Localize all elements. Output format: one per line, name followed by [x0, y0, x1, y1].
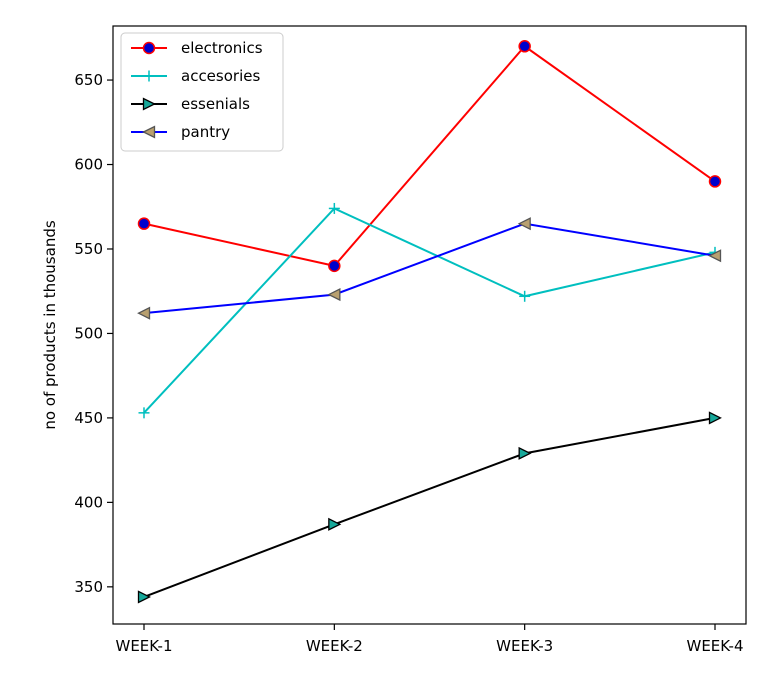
data-point-pantry-3 [517, 217, 531, 231]
data-point-electronics-3 [518, 40, 531, 53]
y-axis-label: no of products in thousands [41, 220, 59, 430]
data-point-pantry-2 [327, 288, 341, 302]
data-point-accesories-1 [138, 407, 150, 419]
series-line-electronics [143, 44, 716, 267]
x-tick-label-4: WEEK-4 [686, 637, 743, 655]
data-point-essenials-4 [708, 411, 722, 425]
legend-item-pantry: pantry [131, 123, 230, 141]
data-point-essenials-3 [518, 446, 532, 460]
legend-box [120, 32, 284, 152]
legend-marker-pantry [142, 125, 156, 139]
series-line-essenials [143, 416, 716, 598]
x-tick-label-3: WEEK-3 [496, 637, 553, 655]
y-tick-label-650: 650 [74, 71, 103, 89]
data-point-essenials-1 [137, 590, 151, 604]
data-point-accesories-2 [328, 202, 340, 214]
y-tick-label-550: 550 [74, 240, 103, 258]
data-point-electronics-2 [328, 259, 341, 273]
plot-frame [112, 25, 747, 625]
legend-label-essenials: essenials [181, 95, 250, 113]
y-tick-label-500: 500 [74, 324, 103, 342]
y-tick-label-600: 600 [74, 156, 103, 174]
data-point-electronics-4 [708, 175, 722, 188]
legend-item-accesories: accesories [131, 67, 260, 85]
series-line-pantry [143, 222, 716, 315]
legend-label-pantry: pantry [181, 123, 230, 141]
legend-marker-essenials [142, 97, 156, 111]
y-tick-label-400: 400 [74, 493, 103, 511]
legend-item-essenials: essenials [131, 95, 250, 113]
data-point-electronics-1 [137, 217, 151, 230]
y-tick-label-350: 350 [74, 578, 103, 596]
data-point-accesories-3 [519, 290, 531, 302]
legend-item-electronics: electronics [131, 39, 263, 57]
data-point-pantry-4 [708, 249, 722, 263]
series-line-accesories [143, 207, 716, 414]
x-tick-label-1: WEEK-1 [115, 637, 172, 655]
y-tick-label-450: 450 [74, 409, 103, 427]
legend-label-electronics: electronics [181, 39, 263, 57]
legend-marker-accesories [143, 70, 155, 82]
data-point-essenials-2 [328, 517, 342, 531]
legend-marker-electronics [142, 41, 156, 55]
legend-label-accesories: accesories [181, 67, 260, 85]
x-tick-label-2: WEEK-2 [306, 637, 363, 655]
data-point-pantry-1 [137, 306, 151, 320]
